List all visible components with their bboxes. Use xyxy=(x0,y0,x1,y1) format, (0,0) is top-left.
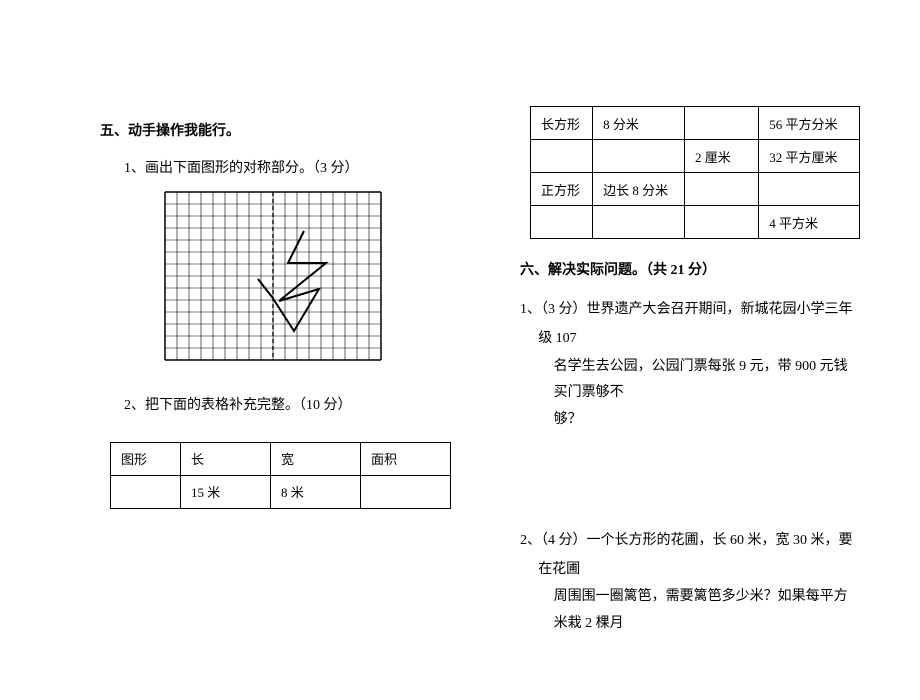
section-5-title: 五、动手操作我能行。 xyxy=(100,120,490,140)
table-cell xyxy=(531,140,593,173)
table-cell xyxy=(593,206,685,239)
grid-figure xyxy=(164,191,490,372)
q6-2: 2、（4 分）一个长方形的花圃，长 60 米，宽 30 米，要在花圃 周围围一圈… xyxy=(520,526,860,638)
table-cell xyxy=(759,173,860,206)
q6-1-line2: 名学生去公园，公园门票每张 9 元，带 900 元钱买门票够不 xyxy=(520,354,860,407)
table-cell: 正方形 xyxy=(531,173,593,206)
table-cell: 长 xyxy=(181,442,271,475)
q5-1: 1、画出下面图形的对称部分。（3 分） xyxy=(100,156,490,371)
section-6-title: 六、解决实际问题。（共 21 分） xyxy=(520,259,860,279)
q5-2-text: 2、把下面的表格补充完整。（10 分） xyxy=(124,393,490,420)
table-cell: 8 分米 xyxy=(593,107,685,140)
table-cell xyxy=(361,475,451,508)
q6-1: 1、（3 分）世界遗产大会召开期间，新城花园小学三年级 107 名学生去公园，公… xyxy=(520,295,860,434)
table-cell: 56 平方分米 xyxy=(759,107,860,140)
table-cell: 4 平方米 xyxy=(759,206,860,239)
table-cell xyxy=(593,140,685,173)
table-cell: 边长 8 分米 xyxy=(593,173,685,206)
table-cell: 长方形 xyxy=(531,107,593,140)
table-left: 图形长宽面积 15 米8 米 xyxy=(110,442,451,509)
table-cell xyxy=(531,206,593,239)
table-cell xyxy=(684,107,758,140)
q6-1-line3: 够？ xyxy=(520,407,860,434)
table-cell: 图形 xyxy=(111,442,181,475)
q6-2-line2: 周围围一圈篱笆，需要篱笆多少米？如果每平方米栽 2 棵月 xyxy=(520,584,860,637)
q5-2: 2、把下面的表格补充完整。（10 分） xyxy=(100,393,490,420)
table-top: 长方形8 分米 56 平方分米2 厘米32 平方厘米正方形边长 8 分米 4 平方米 xyxy=(530,106,860,239)
q6-2-line1: 2、（4 分）一个长方形的花圃，长 60 米，宽 30 米，要在花圃 xyxy=(520,526,860,585)
table-cell: 32 平方厘米 xyxy=(759,140,860,173)
right-column: 长方形8 分米56 平方分米2 厘米32 平方厘米正方形边长 8 分米4 平方米… xyxy=(520,120,860,660)
table-cell: 15 米 xyxy=(181,475,271,508)
left-column: 五、动手操作我能行。 1、画出下面图形的对称部分。（3 分） 2、把下面的表格补… xyxy=(100,120,490,660)
spacer xyxy=(520,456,860,526)
table-cell: 面积 xyxy=(361,442,451,475)
page: 五、动手操作我能行。 1、画出下面图形的对称部分。（3 分） 2、把下面的表格补… xyxy=(0,0,920,700)
symmetry-grid xyxy=(164,191,382,361)
q5-1-text: 1、画出下面图形的对称部分。（3 分） xyxy=(124,156,490,183)
table-cell: 宽 xyxy=(271,442,361,475)
table-cell: 2 厘米 xyxy=(684,140,758,173)
q6-1-line1: 1、（3 分）世界遗产大会召开期间，新城花园小学三年级 107 xyxy=(520,295,860,354)
table-top-wrap: 长方形8 分米 56 平方分米2 厘米32 平方厘米正方形边长 8 分米 4 平方米 xyxy=(520,106,860,239)
table-cell xyxy=(684,206,758,239)
table-cell xyxy=(684,173,758,206)
table-cell xyxy=(111,475,181,508)
table-cell: 8 米 xyxy=(271,475,361,508)
